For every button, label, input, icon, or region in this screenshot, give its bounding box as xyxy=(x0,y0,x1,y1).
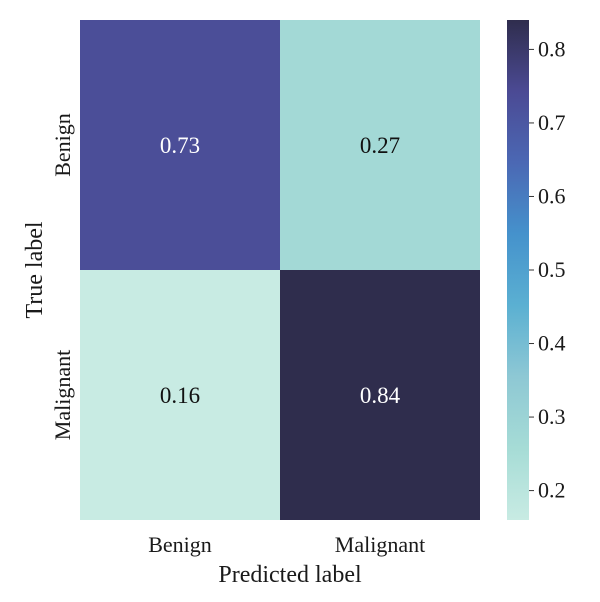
heatmap-value-r0-c0: 0.73 xyxy=(160,133,200,158)
heatmap-cell-r0-c0 xyxy=(80,20,280,270)
colorbar-tick-label-2: 0.4 xyxy=(538,331,566,356)
colorbar-tick-label-1: 0.3 xyxy=(538,404,566,429)
colorbar-tick-label-0: 0.2 xyxy=(538,478,566,503)
heatmap-value-r1-c1: 0.84 xyxy=(360,383,401,408)
heatmap-cell-r1-c1 xyxy=(280,270,480,520)
x-tick-benign: Benign xyxy=(148,532,212,557)
colorbar xyxy=(507,20,529,520)
colorbar-ticks: 0.2 0.3 0.4 0.5 0.6 0.7 0.8 xyxy=(529,36,566,503)
y-tick-malignant: Malignant xyxy=(50,350,75,440)
heatmap-cell-labels: 0.73 0.27 0.16 0.84 xyxy=(160,133,401,408)
x-tick-malignant: Malignant xyxy=(335,532,425,557)
y-tick-benign: Benign xyxy=(50,113,75,177)
colorbar-tick-label-6: 0.8 xyxy=(538,36,566,61)
x-axis-label: Predicted label xyxy=(218,562,362,588)
colorbar-tick-label-5: 0.7 xyxy=(538,110,566,135)
heatmap-cells xyxy=(80,20,480,520)
colorbar-tick-label-3: 0.5 xyxy=(538,257,566,282)
heatmap-cell-r1-c0 xyxy=(80,270,280,520)
heatmap-value-r1-c0: 0.16 xyxy=(160,383,200,408)
colorbar-tick-label-4: 0.6 xyxy=(538,183,566,208)
heatmap-cell-r0-c1 xyxy=(280,20,480,270)
heatmap-value-r0-c1: 0.27 xyxy=(360,133,400,158)
y-axis-label: True label xyxy=(22,221,48,318)
